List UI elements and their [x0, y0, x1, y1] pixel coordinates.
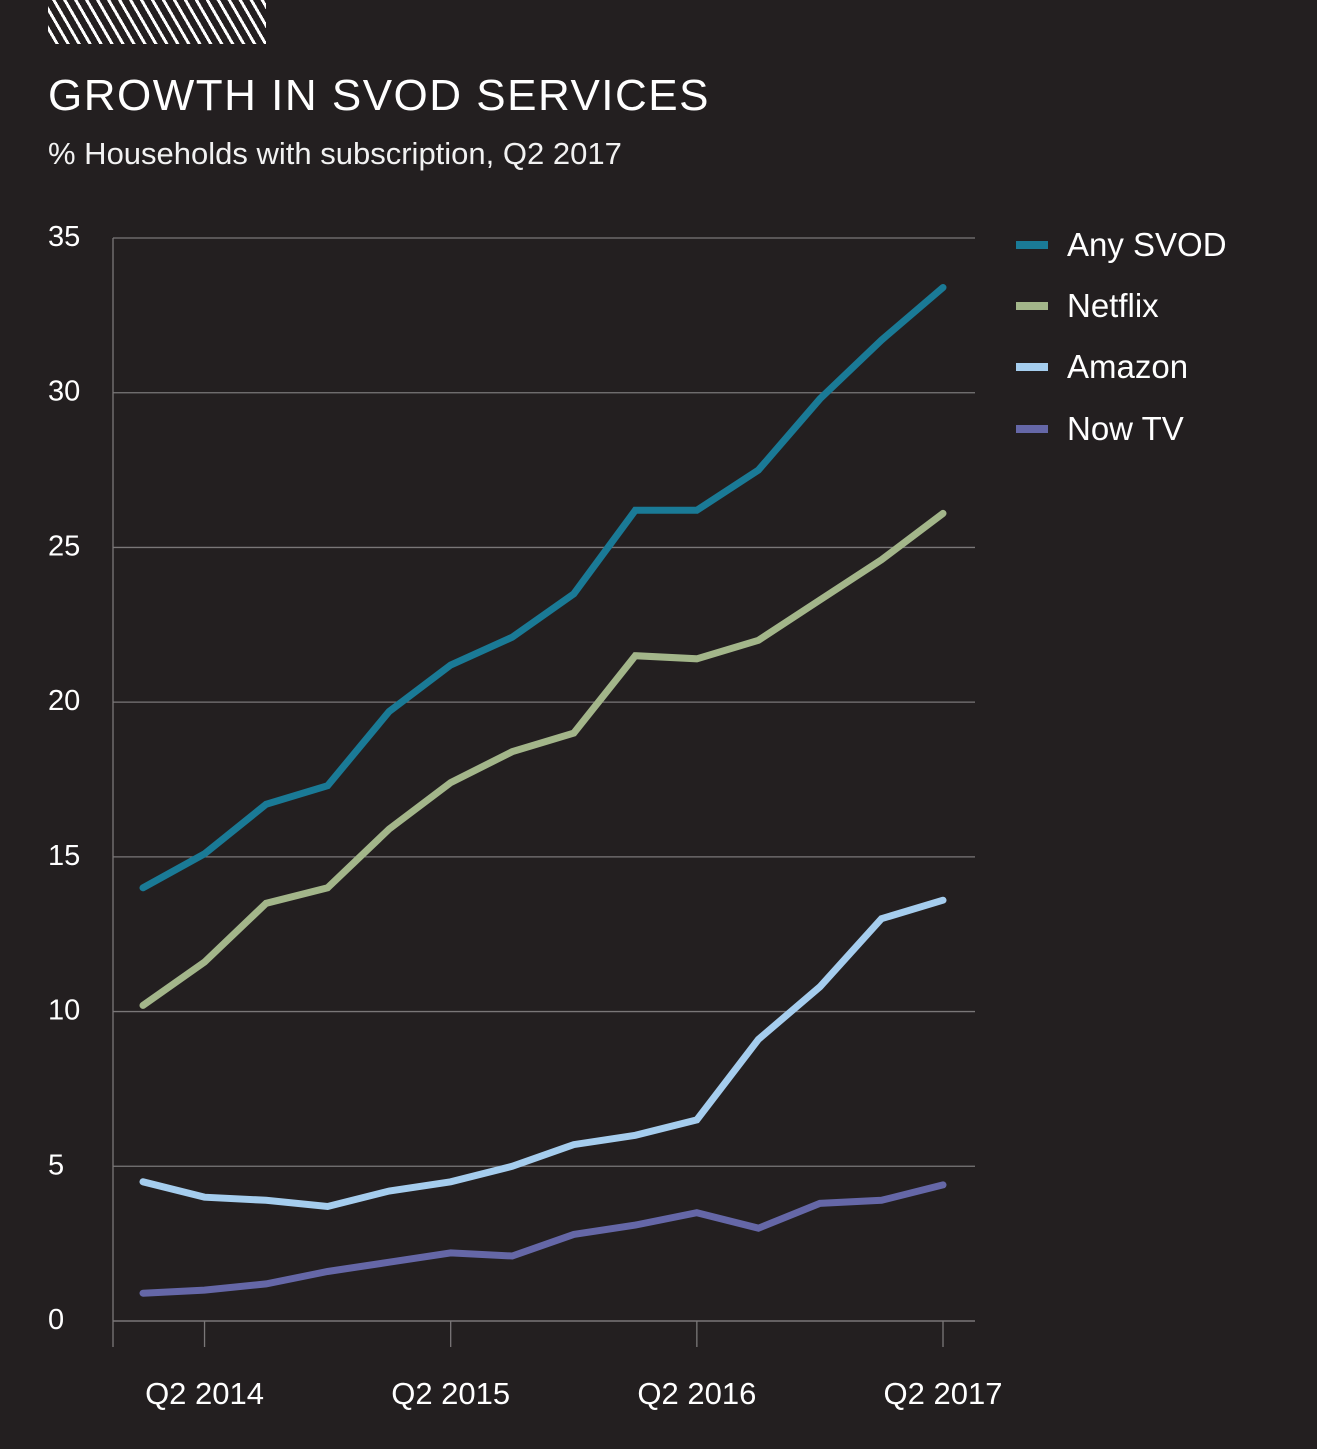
y-tick-label: 20: [48, 685, 80, 717]
y-axis-ticks: 0 5 10 15 20 25 30 35: [48, 221, 80, 1336]
series-lines: [139, 284, 947, 1297]
legend-label: Now TV: [1067, 409, 1184, 447]
y-tick-label: 0: [48, 1304, 64, 1336]
x-tick-label: Q2 2014: [145, 1376, 264, 1411]
y-tick-label: 25: [48, 530, 80, 562]
legend-item: Amazon: [1016, 337, 1227, 398]
y-tick-label: 10: [48, 995, 80, 1027]
chart-subtitle: % Households with subscription, Q2 2017: [48, 136, 622, 171]
y-tick-label: 15: [48, 840, 80, 872]
legend-item: Any SVOD: [1016, 214, 1227, 275]
y-tick-label: 30: [48, 376, 80, 408]
y-tick-label: 35: [48, 221, 80, 253]
legend-swatch: [1016, 424, 1048, 433]
x-axis: Q2 2014 Q2 2015 Q2 2016 Q2 2017: [112, 238, 1003, 1411]
y-tick-label: 5: [48, 1149, 64, 1181]
legend-swatch: [1016, 363, 1048, 372]
legend-label: Netflix: [1067, 286, 1159, 324]
legend-label: Amazon: [1067, 348, 1189, 386]
series-line-now-tv: [139, 1181, 947, 1297]
legend-item: Netflix: [1016, 275, 1227, 336]
x-tick-label: Q2 2015: [391, 1376, 510, 1411]
hatch-decoration: [48, 0, 266, 44]
x-tick-label: Q2 2017: [884, 1376, 1003, 1411]
legend-swatch: [1016, 240, 1048, 249]
chart-title: GROWTH IN SVOD SERVICES: [48, 71, 710, 120]
legend-item: Now TV: [1016, 398, 1227, 459]
series-line-amazon: [139, 896, 947, 1211]
series-line-netflix: [139, 509, 947, 1009]
legend-label: Any SVOD: [1067, 225, 1227, 263]
legend: Any SVOD Netflix Amazon Now TV: [1016, 214, 1227, 459]
x-tick-label: Q2 2016: [637, 1376, 756, 1411]
legend-swatch: [1016, 301, 1048, 310]
series-line-any-svod: [139, 284, 947, 892]
